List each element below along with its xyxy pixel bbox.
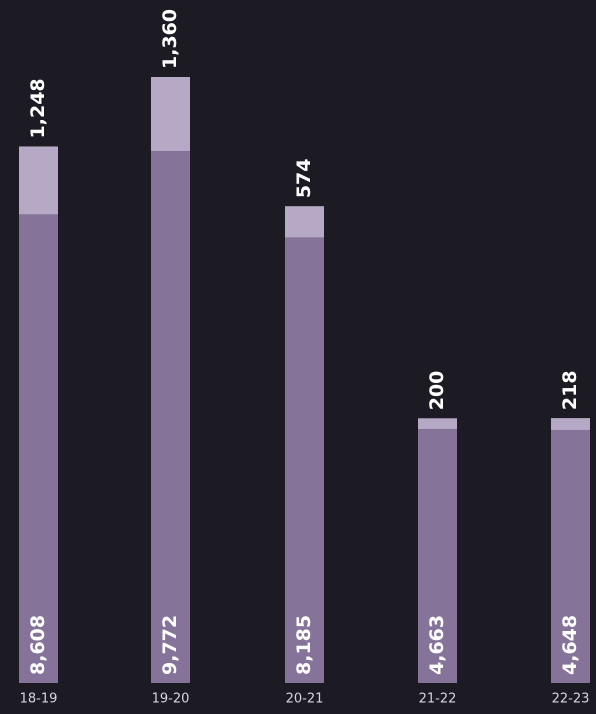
value-label: 1,360 <box>159 9 181 69</box>
value-label: 1,248 <box>27 78 49 138</box>
bar-segment <box>551 429 590 683</box>
bar-segment <box>285 237 324 683</box>
x-tick-label: 22-23 <box>552 692 590 707</box>
value-label: 574 <box>293 159 315 199</box>
x-tick-label: 21-22 <box>419 692 457 707</box>
value-label: 218 <box>559 370 581 410</box>
value-label: 8,608 <box>27 615 49 675</box>
value-label: 4,648 <box>559 615 581 675</box>
value-label: 200 <box>426 371 448 411</box>
bar-segment <box>285 206 324 238</box>
bar-segment <box>19 214 58 684</box>
bar-segment <box>551 418 590 430</box>
value-label: 4,663 <box>426 615 448 675</box>
x-tick-label: 20-21 <box>286 692 324 707</box>
bar-segment <box>418 418 457 430</box>
bar-segment <box>151 151 190 683</box>
bar-segment <box>19 146 58 215</box>
value-label: 8,185 <box>293 615 315 675</box>
x-tick-label: 19-20 <box>152 692 190 707</box>
bar-segment <box>418 429 457 683</box>
bar-segment <box>151 77 190 152</box>
x-tick-label: 18-19 <box>20 692 58 707</box>
value-label: 9,772 <box>159 615 181 675</box>
